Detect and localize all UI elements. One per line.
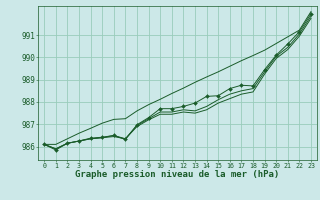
X-axis label: Graphe pression niveau de la mer (hPa): Graphe pression niveau de la mer (hPa): [76, 170, 280, 179]
